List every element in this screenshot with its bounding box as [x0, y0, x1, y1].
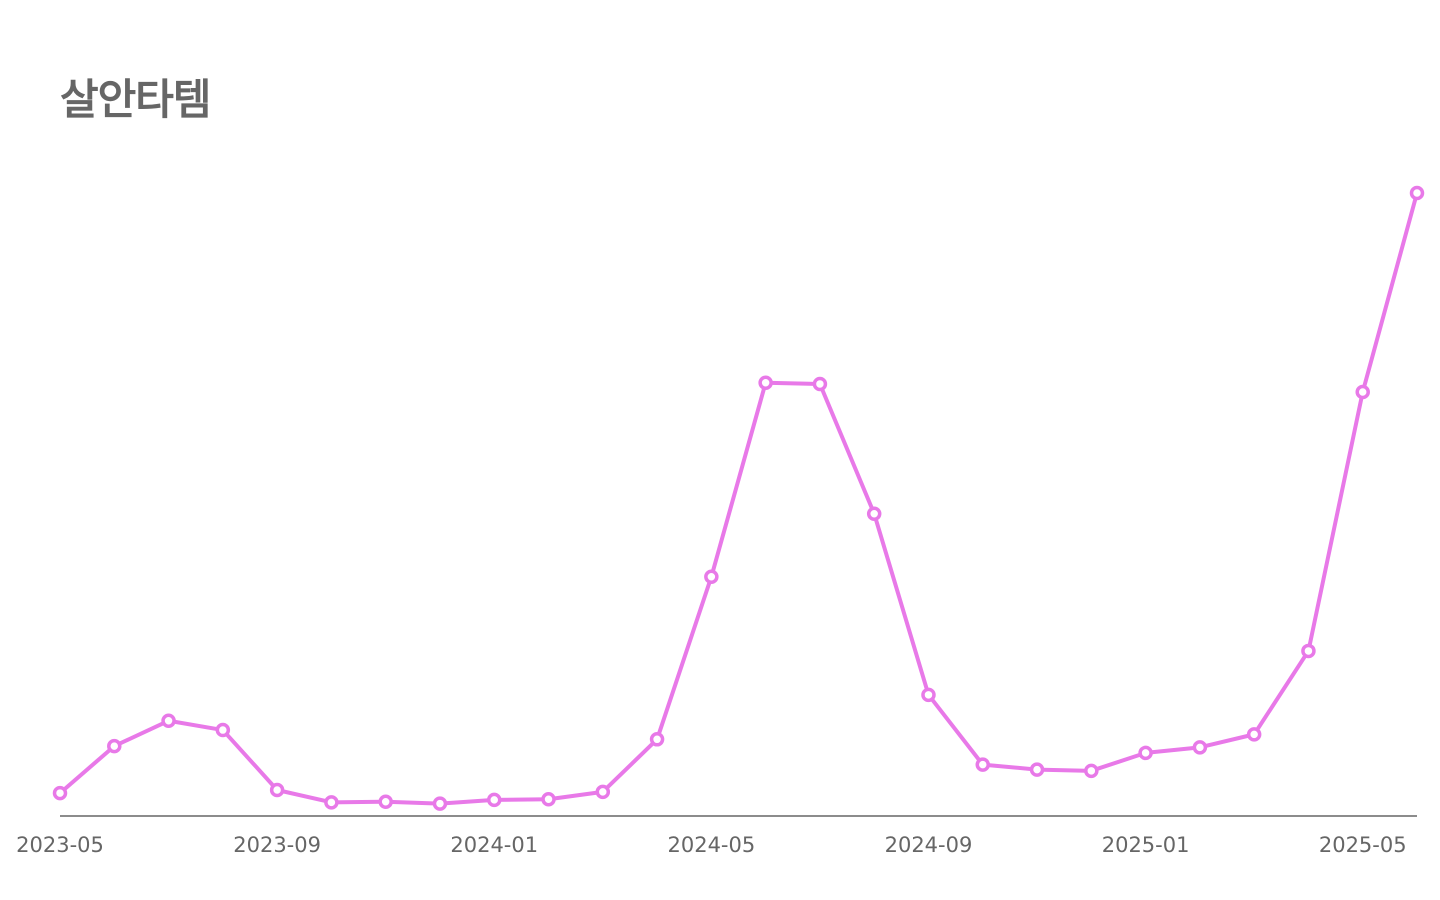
x-tick-label: 2025-01: [1102, 833, 1190, 857]
data-point: [1084, 763, 1099, 779]
data-point: [324, 795, 339, 810]
data-point: [1301, 643, 1316, 659]
data-point: [1029, 762, 1045, 777]
data-point: [486, 792, 502, 808]
data-point: [975, 757, 991, 772]
x-tick-label: 2024-05: [667, 833, 755, 857]
data-point: [541, 792, 556, 807]
x-tick-label: 2024-09: [885, 833, 973, 857]
data-point: [1138, 745, 1153, 761]
x-tick-labels: 2023-05 2023-09 2024-01 2024-05 2024-09 2025-…: [16, 833, 1406, 857]
data-point: [107, 738, 122, 754]
data-point: [704, 569, 719, 585]
data-point: [52, 785, 68, 801]
x-tick-label: 2025-05: [1319, 833, 1407, 857]
data-point: [269, 782, 285, 798]
data-point: [1355, 384, 1370, 400]
data-point: [921, 687, 936, 703]
data-point: [215, 722, 231, 738]
data-point: [866, 506, 882, 521]
x-tick-label: 2024-01: [450, 833, 538, 857]
chart-title: 살안타템: [60, 75, 212, 124]
data-point: [432, 796, 448, 811]
series-line: [58, 192, 1419, 806]
data-point: [1192, 740, 1208, 755]
data-point: [758, 375, 773, 390]
x-tick-label: 2023-05: [16, 833, 104, 857]
data-point: [649, 732, 665, 747]
points-layer: [52, 185, 1425, 811]
x-tick-label: 2023-09: [233, 833, 321, 857]
data-point: [1409, 185, 1425, 201]
data-point: [595, 784, 611, 800]
data-point: [812, 376, 828, 392]
data-point: [1246, 727, 1262, 742]
series-layer: [58, 192, 1419, 806]
data-point: [161, 713, 176, 729]
data-point: [378, 794, 393, 809]
